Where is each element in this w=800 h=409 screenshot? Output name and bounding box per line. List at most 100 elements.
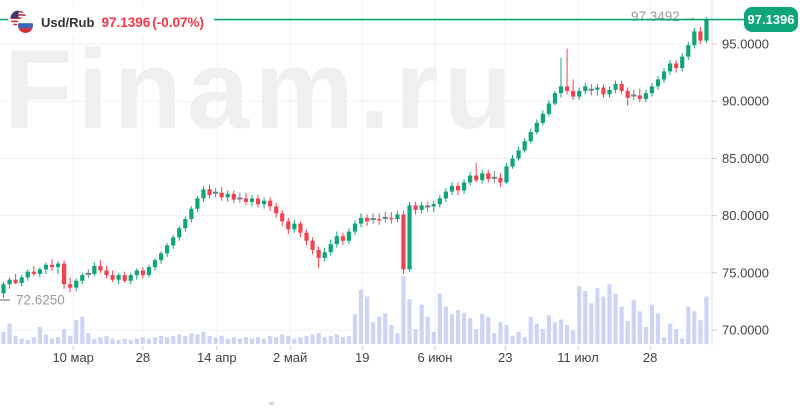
x-axis-label: 28 [136,350,150,365]
session-high-label: 97.3492 → [631,9,697,24]
x-axis-label: 23 [498,350,512,365]
volume-bar [631,299,636,344]
volume-bar [613,293,618,344]
volume-bar [643,327,648,344]
usd-rub-flag-icon [10,10,34,34]
candle-body [480,173,485,181]
candle-body [1,284,6,294]
candle-body [607,89,612,95]
candle-body [177,228,182,238]
volume-bar [661,337,667,344]
volume-bar [686,306,691,344]
x-axis-label: 28 [643,350,657,365]
volume-bar [461,312,467,344]
volume-bar [425,316,430,344]
candle-body [595,87,600,90]
candle-body [134,270,139,276]
candle-body [613,84,618,90]
volume-bar [110,338,115,344]
volume-bar [516,331,521,344]
volume-bar [649,304,655,344]
volume-bar [589,303,594,344]
candle-body [468,175,473,183]
candle-body [189,208,194,220]
y-axis-label: 85.0000 [722,151,769,166]
current-price-badge-label: 97.1396 [748,12,795,27]
candle-body [395,214,400,220]
candle-body [692,31,697,46]
volume-bar [43,334,49,344]
candle-doji [631,94,637,97]
volume-bar [431,331,436,344]
volume-bar [86,333,91,344]
volume-bar [449,314,455,344]
y-axis-label: 70.0000 [722,323,769,338]
candle-body [498,177,503,183]
candle-body [165,245,170,254]
volume-bar [504,324,509,344]
candle-body [104,270,109,276]
volume-bar [201,331,206,344]
candle-body [534,122,539,133]
volume-bar [486,316,491,344]
x-axis-label: 6 июн [417,350,452,365]
volume-bar [571,330,576,344]
volume-bar [37,327,42,344]
candle-body [74,280,79,288]
volume-bar [401,276,406,344]
candle-doji [491,176,498,179]
volume-bar [280,334,285,344]
volume-bar [443,306,448,344]
x-axis-label: 10 мар [52,350,93,365]
volume-bar [655,313,661,344]
candle-body [407,205,412,270]
candle-body [146,267,152,276]
candle-body [571,90,576,97]
volume-bar [231,337,236,344]
candle-body [431,204,436,207]
volume-bar [152,337,158,344]
candle-body [516,150,521,159]
volume-bar [419,304,424,344]
volume-bar [698,320,703,344]
volume-bar [389,324,394,344]
volume-bar [261,338,267,344]
candle-body [225,193,230,198]
volume-bar [492,333,497,344]
volume-bar [213,337,218,344]
candle-body [625,90,630,98]
candle-body [680,56,685,69]
instrument-name[interactable]: Usd/Rub [41,14,95,30]
y-axis-label: 90.0000 [722,94,769,109]
candle-body [352,223,358,232]
candle-body [655,79,661,87]
volume-bar [146,338,152,344]
candle-body [637,95,642,99]
volume-bar [437,293,442,344]
volume-bar [165,337,170,344]
volume-bar [122,338,127,344]
y-axis-label: 95.0000 [722,37,769,52]
volume-bar [583,290,588,344]
volume-bar [304,335,309,344]
candle-body [455,185,461,191]
low-marker-label: 72.6250 [16,292,65,307]
candle-body [98,265,103,271]
volume-bar [413,329,418,344]
volume-bar [534,323,539,344]
x-axis-label: 14 апр [197,350,237,365]
volume-bar [558,319,564,344]
candle-body [37,269,42,274]
volume-bar [195,334,200,344]
candle-body [316,249,321,258]
volume-bar [268,335,273,344]
candle-body [183,219,188,229]
candle-body [286,221,291,230]
x-axis-label: 19 [355,350,369,365]
volume-bar [189,333,194,344]
candle-body [686,45,691,57]
instrument-header: Usd/Rub 97.1396 (-0.07%) [8,8,215,36]
volume-bar [219,335,224,344]
y-axis-label: 80.0000 [722,208,769,223]
